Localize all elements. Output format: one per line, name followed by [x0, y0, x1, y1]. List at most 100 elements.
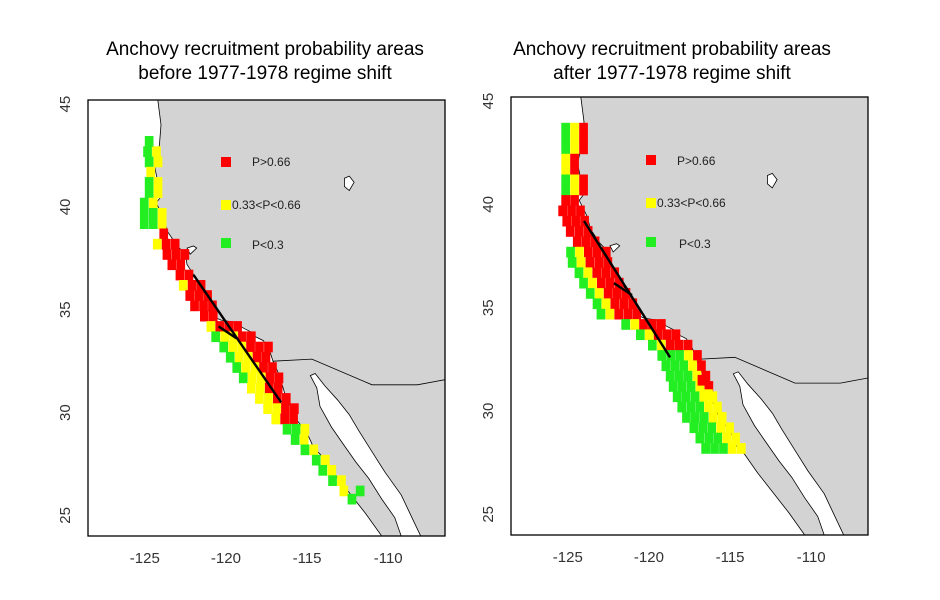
- legend-label-high: P>0.66: [677, 154, 716, 168]
- bay: [609, 243, 621, 253]
- legend-swatch-high: [646, 155, 656, 165]
- grid-cell-high: [259, 362, 268, 373]
- y-tick-label: 45: [480, 93, 497, 110]
- grid-cell-mid: [178, 280, 188, 291]
- legend: P>0.66 0.33<P<0.66 P<0.3: [221, 155, 301, 252]
- grid-cell-low: [567, 257, 577, 268]
- grid-cell-low: [318, 465, 328, 476]
- grid-cell-high: [273, 382, 283, 394]
- grid-cell-mid: [327, 465, 337, 476]
- grid-cell-low: [707, 422, 716, 434]
- legend-label-low: P<0.3: [679, 237, 711, 251]
- legend-label-low: P<0.3: [252, 238, 284, 252]
- grid-cell-high: [238, 331, 247, 343]
- grid-cell-high: [697, 374, 707, 386]
- grid-cell-high: [265, 372, 275, 384]
- grid-cell-low: [238, 372, 248, 384]
- grid-cell-low: [719, 443, 728, 454]
- grid-cell-mid: [725, 422, 734, 434]
- grid-cell-high: [648, 319, 657, 330]
- grid-cell-low: [661, 360, 671, 372]
- grid-cell-low: [291, 423, 301, 435]
- grid-cell-low: [666, 350, 675, 361]
- grid-cell-high: [175, 269, 185, 281]
- grid-cell-mid: [309, 444, 319, 456]
- grid-cell-low: [328, 475, 337, 486]
- grid-cell-mid: [722, 432, 731, 444]
- panel-title-line1: Anchovy recruitment probability areas: [513, 39, 831, 60]
- grid-cell-mid: [731, 432, 740, 444]
- grid-cell-mid: [234, 351, 244, 363]
- grid-cell-high: [576, 205, 585, 217]
- grid-cell-high: [187, 280, 197, 291]
- grid-cell-mid: [152, 146, 161, 157]
- grid-cell-high: [571, 215, 580, 227]
- x-tick-label: -120: [211, 550, 241, 567]
- legend-label-mid: 0.33<P<0.66: [232, 198, 301, 212]
- grid-cell-high: [665, 339, 675, 351]
- grid-cell-mid: [157, 218, 167, 229]
- lake: [767, 172, 778, 189]
- grid-cell-low: [144, 187, 154, 199]
- grid-cell-low: [636, 329, 645, 341]
- grid-cell-mid: [337, 475, 346, 486]
- grid-cell-high: [579, 122, 588, 134]
- panel-before: Anchovy recruitment probability areas be…: [57, 39, 446, 567]
- x-tick-label: -110: [374, 550, 403, 567]
- grid-cell-high: [639, 319, 648, 330]
- grid-cell-high: [653, 329, 663, 341]
- grid-cell-mid: [255, 393, 264, 404]
- grid-cell-low: [670, 360, 680, 372]
- grid-cell-mid: [237, 341, 246, 353]
- grid-cell-high: [190, 300, 199, 312]
- legend: P>0.66 0.33<P<0.66 P<0.3: [646, 154, 726, 251]
- grid-cell-high: [290, 403, 299, 414]
- grid-cell-low: [695, 432, 705, 444]
- grid-cell-low: [713, 432, 723, 444]
- grid-cell-low: [704, 432, 714, 444]
- grid-cell-low: [139, 218, 149, 229]
- grid-cell-low: [672, 391, 682, 403]
- grid-cell-mid: [339, 485, 349, 497]
- grid-cell-high: [281, 393, 291, 404]
- x-tick-label: -110: [797, 549, 826, 566]
- grid-cell-low: [695, 401, 704, 413]
- y-tick-label: 40: [480, 196, 497, 213]
- grid-cell-high: [579, 184, 588, 196]
- grid-cell-mid: [228, 341, 238, 353]
- grid-cell-high: [261, 351, 271, 363]
- grid-cell-low: [355, 485, 365, 497]
- grid-cell-mid: [728, 443, 737, 454]
- probability-grid: [558, 122, 746, 454]
- grid-cell-mid: [570, 143, 579, 155]
- land-mass: [154, 100, 445, 536]
- grid-cell-high: [558, 205, 567, 217]
- grid-cell-high: [233, 321, 242, 332]
- grid-cell-mid: [153, 156, 163, 168]
- grid-cell-high: [581, 236, 591, 248]
- grid-cell-low: [621, 319, 630, 330]
- grid-cell-mid: [299, 434, 309, 445]
- grid-cell-mid: [704, 401, 713, 413]
- legend-swatch-low: [221, 238, 231, 248]
- grid-cell-low: [561, 174, 570, 186]
- map-area: [139, 100, 445, 536]
- axes: -125 -120 -115 -110 25 30 35 40 45: [57, 96, 403, 567]
- grid-cell-mid: [594, 288, 604, 299]
- grid-cell-mid: [575, 246, 584, 258]
- grid-cell-high: [185, 290, 195, 301]
- grid-cell-mid: [588, 277, 597, 289]
- grid-cell-high: [171, 249, 181, 260]
- grid-cell-high: [583, 226, 593, 237]
- grid-cell-low: [139, 208, 149, 219]
- legend-label-mid: 0.33<P<0.66: [657, 196, 726, 210]
- grid-cell-mid: [708, 412, 718, 423]
- grid-cell-low: [211, 331, 220, 343]
- grid-cell-low: [665, 370, 675, 382]
- grid-cell-mid: [570, 184, 579, 196]
- grid-cell-high: [671, 329, 681, 341]
- grid-cell-low: [677, 381, 687, 392]
- grid-cell-high: [674, 339, 684, 351]
- grid-cell-mid: [576, 257, 586, 268]
